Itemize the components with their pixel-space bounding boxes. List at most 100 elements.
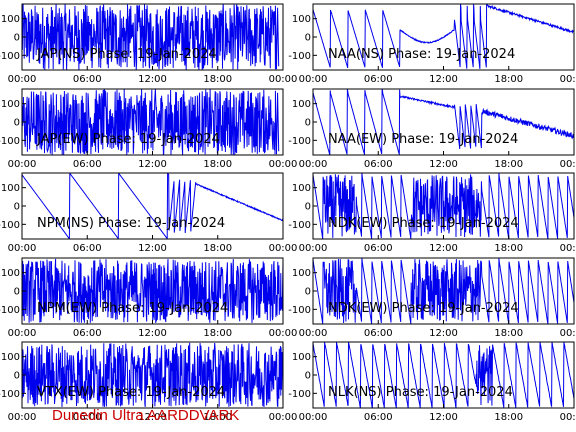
x-tick-label: 00:00 <box>299 412 328 423</box>
x-tick-label: 00:00 <box>560 74 576 85</box>
panel-title: NDK(EW) Phase: 19-Jan-2024 <box>328 301 519 316</box>
phase-trace <box>313 173 574 239</box>
x-tick-label: 00:00 <box>269 159 298 170</box>
y-tick-label: -100 <box>0 51 20 62</box>
x-tick-label: 00:00 <box>8 159 37 170</box>
panel-title: VTX(EW) Phase: 19-Jan-2024 <box>37 385 225 400</box>
x-tick-label: 00:00 <box>560 412 576 423</box>
x-tick-label: 18:00 <box>203 328 232 339</box>
y-tick-label: -100 <box>0 220 20 231</box>
y-tick-label: -100 <box>288 136 311 147</box>
panel-10: 100 0 -100 00:00 06:00 12:00 18:00 00:00 NLK(NS)… <box>288 341 576 423</box>
panel-title: NAA(EW) Phase: 19-Jan-2024 <box>328 132 518 147</box>
x-tick-label: 06:00 <box>364 328 393 339</box>
panel-7: 100 0 -100 00:00 06:00 12:00 18:00 00:00 NPM(EW)… <box>0 257 298 339</box>
y-tick-label: 100 <box>1 268 20 279</box>
y-tick-label: 100 <box>292 183 311 194</box>
phase-trace <box>22 258 283 324</box>
x-tick-label: 00:00 <box>299 328 328 339</box>
x-tick-label: 18:00 <box>494 243 523 254</box>
x-tick-label: 12:00 <box>138 243 167 254</box>
x-tick-label: 12:00 <box>138 412 167 423</box>
x-tick-label: 06:00 <box>364 412 393 423</box>
panel-6: 100 0 -100 00:00 06:00 12:00 18:00 00:00 NDK(EW)… <box>288 172 576 254</box>
y-tick-label: 0 <box>14 287 20 298</box>
x-tick-label: 00:00 <box>299 74 328 85</box>
phase-trace <box>313 4 574 69</box>
panel-5: 100 0 -100 00:00 06:00 12:00 18:00 00:00 NPM(NS)… <box>0 172 298 254</box>
phase-trace <box>22 4 280 70</box>
x-tick-label: 18:00 <box>494 159 523 170</box>
y-tick-label: 0 <box>14 202 20 213</box>
y-tick-label: -100 <box>0 136 20 147</box>
y-tick-label: -100 <box>0 389 20 400</box>
y-tick-label: -100 <box>288 305 311 316</box>
y-tick-label: -100 <box>288 220 311 231</box>
x-tick-label: 06:00 <box>364 74 393 85</box>
x-tick-label: 06:00 <box>73 243 102 254</box>
x-tick-label: 12:00 <box>138 159 167 170</box>
panel-title: NAA(NS) Phase: 19-Jan-2024 <box>328 47 515 62</box>
x-tick-label: 00:00 <box>8 412 37 423</box>
x-tick-label: 00:00 <box>560 243 576 254</box>
y-tick-label: 100 <box>292 14 311 25</box>
x-tick-label: 12:00 <box>429 328 458 339</box>
x-tick-label: 00:00 <box>269 74 298 85</box>
x-tick-label: 00:00 <box>8 74 37 85</box>
x-tick-label: 00:00 <box>299 159 328 170</box>
x-tick-label: 00:00 <box>8 243 37 254</box>
y-tick-label: 0 <box>14 118 20 129</box>
x-tick-label: 06:00 <box>364 159 393 170</box>
x-tick-label: 00:00 <box>8 328 37 339</box>
x-tick-label: 12:00 <box>429 412 458 423</box>
x-tick-label: 18:00 <box>203 412 232 423</box>
y-tick-label: -100 <box>0 305 20 316</box>
phase-trace <box>313 258 574 324</box>
footer-label: Dunedin Ultra AARDDVARK <box>52 407 239 424</box>
panel-9: 100 0 -100 00:00 06:00 12:00 18:00 00:00 VTX(EW)… <box>0 341 298 423</box>
x-tick-label: 12:00 <box>429 243 458 254</box>
panel-3: 100 0 -100 00:00 06:00 12:00 18:00 00:00 JAP(EW)… <box>0 88 298 170</box>
x-tick-label: 18:00 <box>494 412 523 423</box>
x-tick-label: 00:00 <box>269 328 298 339</box>
x-tick-label: 12:00 <box>138 74 167 85</box>
x-tick-label: 12:00 <box>138 328 167 339</box>
panel-title: NPM(EW) Phase: 19-Jan-2024 <box>37 301 228 316</box>
x-tick-label: 18:00 <box>203 159 232 170</box>
y-tick-label: -100 <box>288 389 311 400</box>
panel-title: JAP(EW) Phase: 19-Jan-2024 <box>36 132 220 147</box>
phase-trace <box>22 173 283 239</box>
phase-trace <box>313 89 574 155</box>
x-tick-label: 00:00 <box>560 159 576 170</box>
y-tick-label: 0 <box>14 33 20 44</box>
x-tick-label: 06:00 <box>364 243 393 254</box>
y-tick-label: 100 <box>1 99 20 110</box>
phase-trace <box>22 89 280 155</box>
x-tick-label: 06:00 <box>73 159 102 170</box>
x-tick-label: 18:00 <box>494 328 523 339</box>
panel-title: NLK(NS) Phase: 19-Jan-2024 <box>328 385 513 400</box>
x-tick-label: 06:00 <box>73 412 102 423</box>
panel-8: 100 0 -100 00:00 06:00 12:00 18:00 00:00 NDK(EW)… <box>288 257 576 339</box>
x-tick-label: 00:00 <box>560 328 576 339</box>
y-tick-label: -100 <box>288 51 311 62</box>
y-tick-label: 100 <box>1 352 20 363</box>
x-tick-label: 06:00 <box>73 74 102 85</box>
y-tick-label: 100 <box>292 268 311 279</box>
panel-title: JAP(NS) Phase: 19-Jan-2024 <box>36 47 217 62</box>
y-tick-label: 100 <box>1 183 20 194</box>
x-tick-label: 00:00 <box>269 412 298 423</box>
panel-title: NPM(NS) Phase: 19-Jan-2024 <box>37 216 225 231</box>
x-tick-label: 12:00 <box>429 159 458 170</box>
x-tick-label: 18:00 <box>203 243 232 254</box>
x-tick-label: 12:00 <box>429 74 458 85</box>
x-tick-label: 00:00 <box>269 243 298 254</box>
y-tick-label: 0 <box>305 118 311 129</box>
y-tick-label: 100 <box>292 99 311 110</box>
panel-2: 100 0 -100 00:00 06:00 12:00 18:00 00:00 NAA(NS)… <box>288 3 576 85</box>
y-tick-label: 0 <box>14 371 20 382</box>
x-tick-label: 18:00 <box>203 74 232 85</box>
panel-1: 100 0 -100 00:00 06:00 12:00 18:00 00:00 JAP(NS)… <box>0 3 298 85</box>
x-tick-label: 18:00 <box>494 74 523 85</box>
